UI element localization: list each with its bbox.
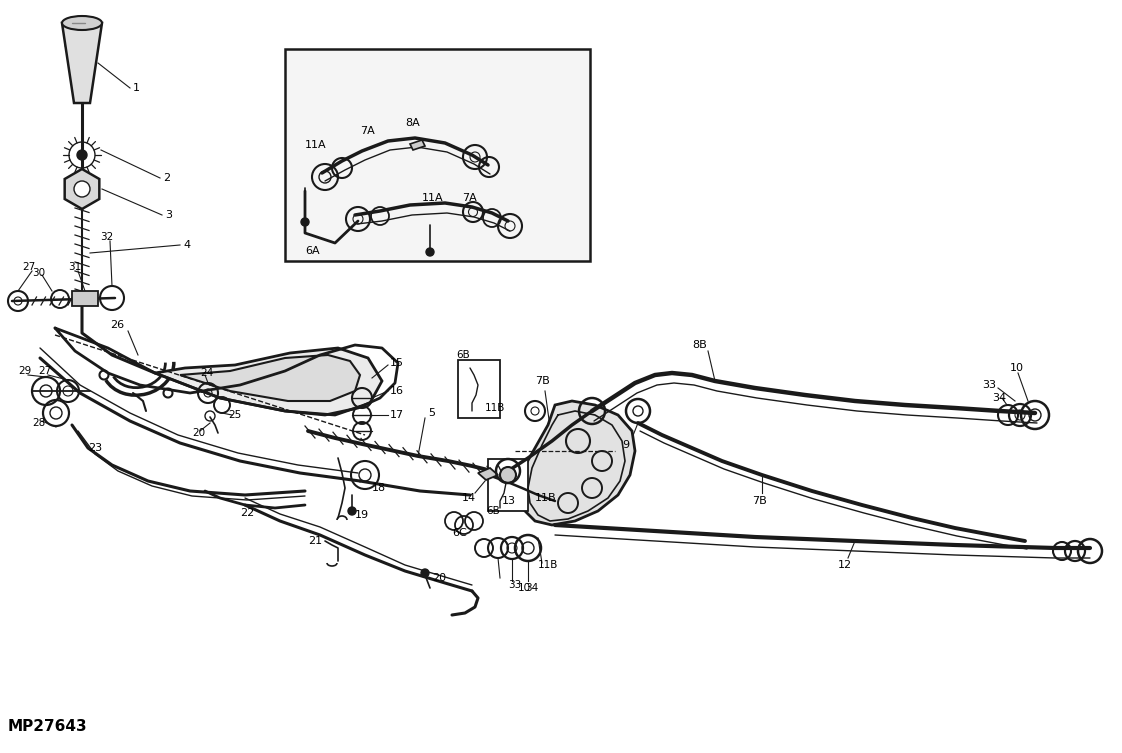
Text: 28: 28 [33,418,45,428]
Text: 14: 14 [462,493,476,503]
Text: 19: 19 [355,510,369,520]
Text: MP27643: MP27643 [8,719,88,734]
Bar [285,49,590,261]
Text: 6B: 6B [456,350,470,360]
Text: 24: 24 [200,368,213,378]
Text: 6C: 6C [452,528,467,538]
Text: 32: 32 [100,232,113,242]
Text: 10: 10 [518,583,531,593]
Text: 30: 30 [33,268,45,278]
Polygon shape [410,140,425,150]
Text: 21: 21 [309,536,322,546]
Text: 25: 25 [228,410,241,420]
Text: 6B: 6B [486,506,499,516]
Circle shape [421,569,429,577]
Text: 34: 34 [992,393,1006,403]
Text: 29: 29 [18,366,31,376]
Circle shape [74,181,90,197]
Text: 11A: 11A [422,193,443,203]
Polygon shape [478,468,498,480]
Text: 4: 4 [183,240,190,250]
Text: 17: 17 [390,410,404,420]
Text: 11B: 11B [539,560,559,570]
Text: 5: 5 [427,408,435,418]
Text: 3: 3 [165,210,172,220]
Text: 8A: 8A [405,118,420,128]
Text: 7A: 7A [360,126,375,136]
Circle shape [500,467,516,483]
Text: 23: 23 [88,443,102,453]
Text: 8B: 8B [692,340,707,350]
Circle shape [348,507,356,515]
Text: 20: 20 [192,428,205,438]
Text: 7A: 7A [462,193,477,203]
Text: 16: 16 [390,386,404,396]
Text: 26: 26 [110,320,125,330]
Text: 10: 10 [1010,363,1024,373]
Text: 27: 27 [38,366,52,376]
Text: 7B: 7B [752,496,766,506]
Ellipse shape [62,16,102,30]
Text: 27: 27 [22,262,35,272]
Bar [458,360,500,418]
Polygon shape [155,348,381,415]
Text: 7B: 7B [535,376,550,386]
Text: 11B: 11B [485,403,505,413]
Text: 11A: 11A [305,140,327,150]
Text: 34: 34 [525,583,539,593]
Polygon shape [180,355,360,401]
Text: 33: 33 [508,580,522,590]
Circle shape [77,150,88,160]
Polygon shape [518,401,635,525]
Polygon shape [72,291,98,306]
Text: 13: 13 [502,496,516,506]
Text: 1: 1 [134,83,140,93]
Text: 15: 15 [390,358,404,368]
Text: 18: 18 [373,483,386,493]
Bar [488,459,528,511]
Text: 2: 2 [163,173,171,183]
Text: 22: 22 [240,508,255,518]
Polygon shape [62,23,102,103]
Text: 33: 33 [982,380,996,390]
Text: 12: 12 [838,560,852,570]
Text: 20: 20 [432,573,447,583]
Circle shape [426,248,434,256]
Text: 31: 31 [68,262,81,272]
Text: 11B: 11B [535,493,557,503]
Circle shape [301,218,309,226]
Text: 9: 9 [622,440,629,450]
Text: 6A: 6A [305,246,320,256]
Polygon shape [65,169,100,209]
